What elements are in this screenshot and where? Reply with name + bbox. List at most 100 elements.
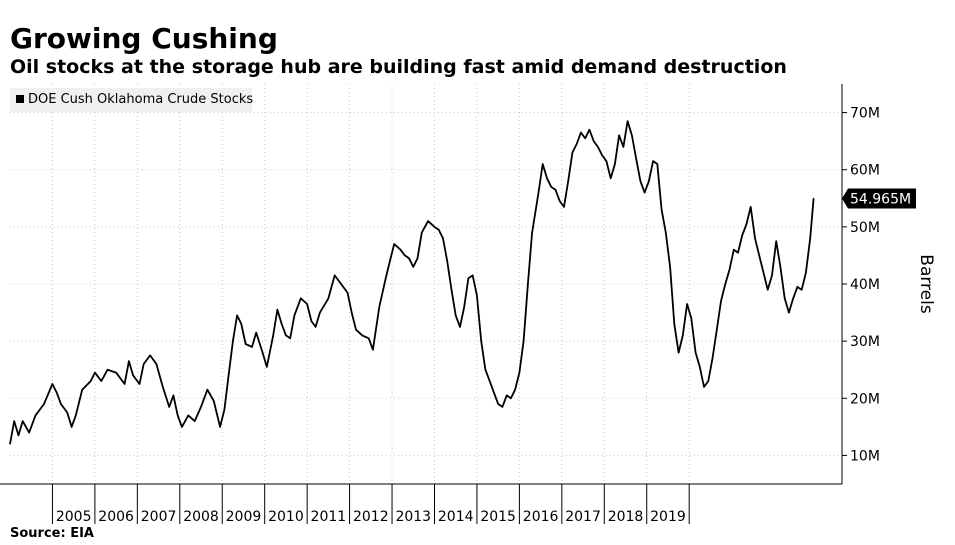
x-tick-label-2016: 2016 [523, 509, 559, 525]
data-point-92 [493, 392, 495, 394]
data-point-87 [472, 274, 474, 276]
chart-title: Growing Cushing [10, 22, 278, 55]
data-point-131 [661, 209, 663, 211]
data-point-143 [711, 357, 714, 359]
data-point-74 [412, 266, 414, 268]
y-tick-label-70: 70M [850, 106, 880, 122]
data-point-21 [132, 374, 134, 376]
data-point-151 [745, 223, 748, 225]
data-point-105 [550, 186, 552, 188]
data-point-18 [115, 372, 117, 374]
data-point-155 [762, 272, 765, 274]
data-point-112 [580, 132, 582, 134]
x-tick-label-2009: 2009 [226, 509, 262, 525]
x-tick-label-2019: 2019 [650, 509, 686, 525]
data-point-95 [506, 394, 508, 396]
data-point-14 [90, 380, 92, 382]
data-point-77 [427, 220, 429, 222]
data-point-75 [416, 257, 419, 259]
data-point-152 [750, 206, 752, 208]
data-point-120 [614, 163, 616, 165]
data-point-94 [501, 406, 503, 408]
data-point-125 [635, 157, 637, 159]
data-point-157 [771, 274, 773, 276]
data-point-160 [784, 297, 786, 299]
data-point-106 [554, 189, 557, 191]
data-point-44 [255, 332, 257, 334]
data-point-159 [779, 266, 782, 268]
data-point-43 [251, 346, 253, 348]
data-point-132 [665, 232, 667, 234]
data-point-25 [155, 363, 157, 365]
data-point-17 [107, 369, 109, 371]
source-note: Source: EIA [10, 526, 94, 541]
x-tick-label-2017: 2017 [565, 509, 601, 525]
data-point-7 [51, 383, 54, 385]
data-point-149 [737, 252, 739, 254]
data-point-57 [319, 312, 321, 314]
data-point-47 [272, 334, 274, 336]
data-point-52 [293, 314, 295, 316]
data-point-129 [652, 160, 654, 162]
data-point-84 [459, 326, 461, 328]
data-point-23 [143, 363, 145, 365]
data-point-13 [81, 389, 83, 391]
data-point-51 [289, 337, 291, 339]
data-point-61 [346, 292, 349, 294]
data-point-89 [480, 340, 482, 342]
data-point-72 [404, 254, 406, 256]
data-point-136 [682, 334, 684, 336]
data-point-37 [223, 409, 225, 411]
data-point-158 [775, 240, 777, 242]
data-point-32 [194, 420, 196, 422]
data-point-69 [389, 260, 391, 262]
data-point-97 [514, 389, 516, 391]
data-point-67 [378, 306, 380, 308]
data-point-6 [43, 403, 45, 405]
data-point-73 [408, 257, 410, 259]
data-point-41 [240, 323, 242, 325]
data-point-118 [605, 160, 608, 162]
data-point-45 [262, 352, 264, 354]
chart-subtitle: Oil stocks at the storage hub are buildi… [10, 56, 787, 78]
data-point-29 [177, 414, 179, 416]
x-tick-label-2006: 2006 [98, 509, 134, 525]
data-point-50 [285, 334, 287, 336]
data-point-100 [527, 283, 529, 285]
y-axis-title: Barrels [916, 254, 936, 314]
data-point-0 [9, 443, 11, 445]
data-point-83 [455, 314, 457, 316]
data-point-64 [361, 334, 363, 336]
data-point-165 [805, 272, 807, 274]
data-point-38 [228, 374, 230, 376]
data-point-144 [716, 329, 718, 331]
data-point-56 [315, 326, 317, 328]
data-point-123 [627, 120, 629, 122]
data-point-147 [728, 269, 731, 271]
series-layer [9, 120, 815, 445]
data-point-16 [100, 380, 102, 382]
data-point-145 [720, 300, 722, 302]
data-point-99 [523, 340, 525, 342]
data-point-31 [187, 414, 189, 416]
data-point-161 [788, 312, 790, 314]
y-tick-label-50: 50M [850, 220, 880, 236]
data-point-66 [372, 349, 374, 351]
data-point-154 [758, 254, 760, 256]
data-point-137 [686, 303, 688, 305]
data-point-107 [559, 200, 561, 202]
data-point-28 [172, 394, 174, 396]
data-point-164 [801, 289, 803, 291]
data-point-111 [576, 143, 578, 145]
data-point-128 [648, 180, 650, 182]
data-point-133 [669, 266, 671, 268]
data-point-117 [601, 154, 603, 156]
y-tick-label-40: 40M [850, 277, 880, 293]
data-point-48 [276, 309, 278, 311]
series-line-0 [9, 120, 815, 445]
x-tick-label-2014: 2014 [438, 509, 474, 525]
data-point-81 [446, 260, 448, 262]
data-point-78 [433, 226, 436, 228]
data-point-80 [442, 237, 444, 239]
data-point-86 [467, 277, 469, 279]
